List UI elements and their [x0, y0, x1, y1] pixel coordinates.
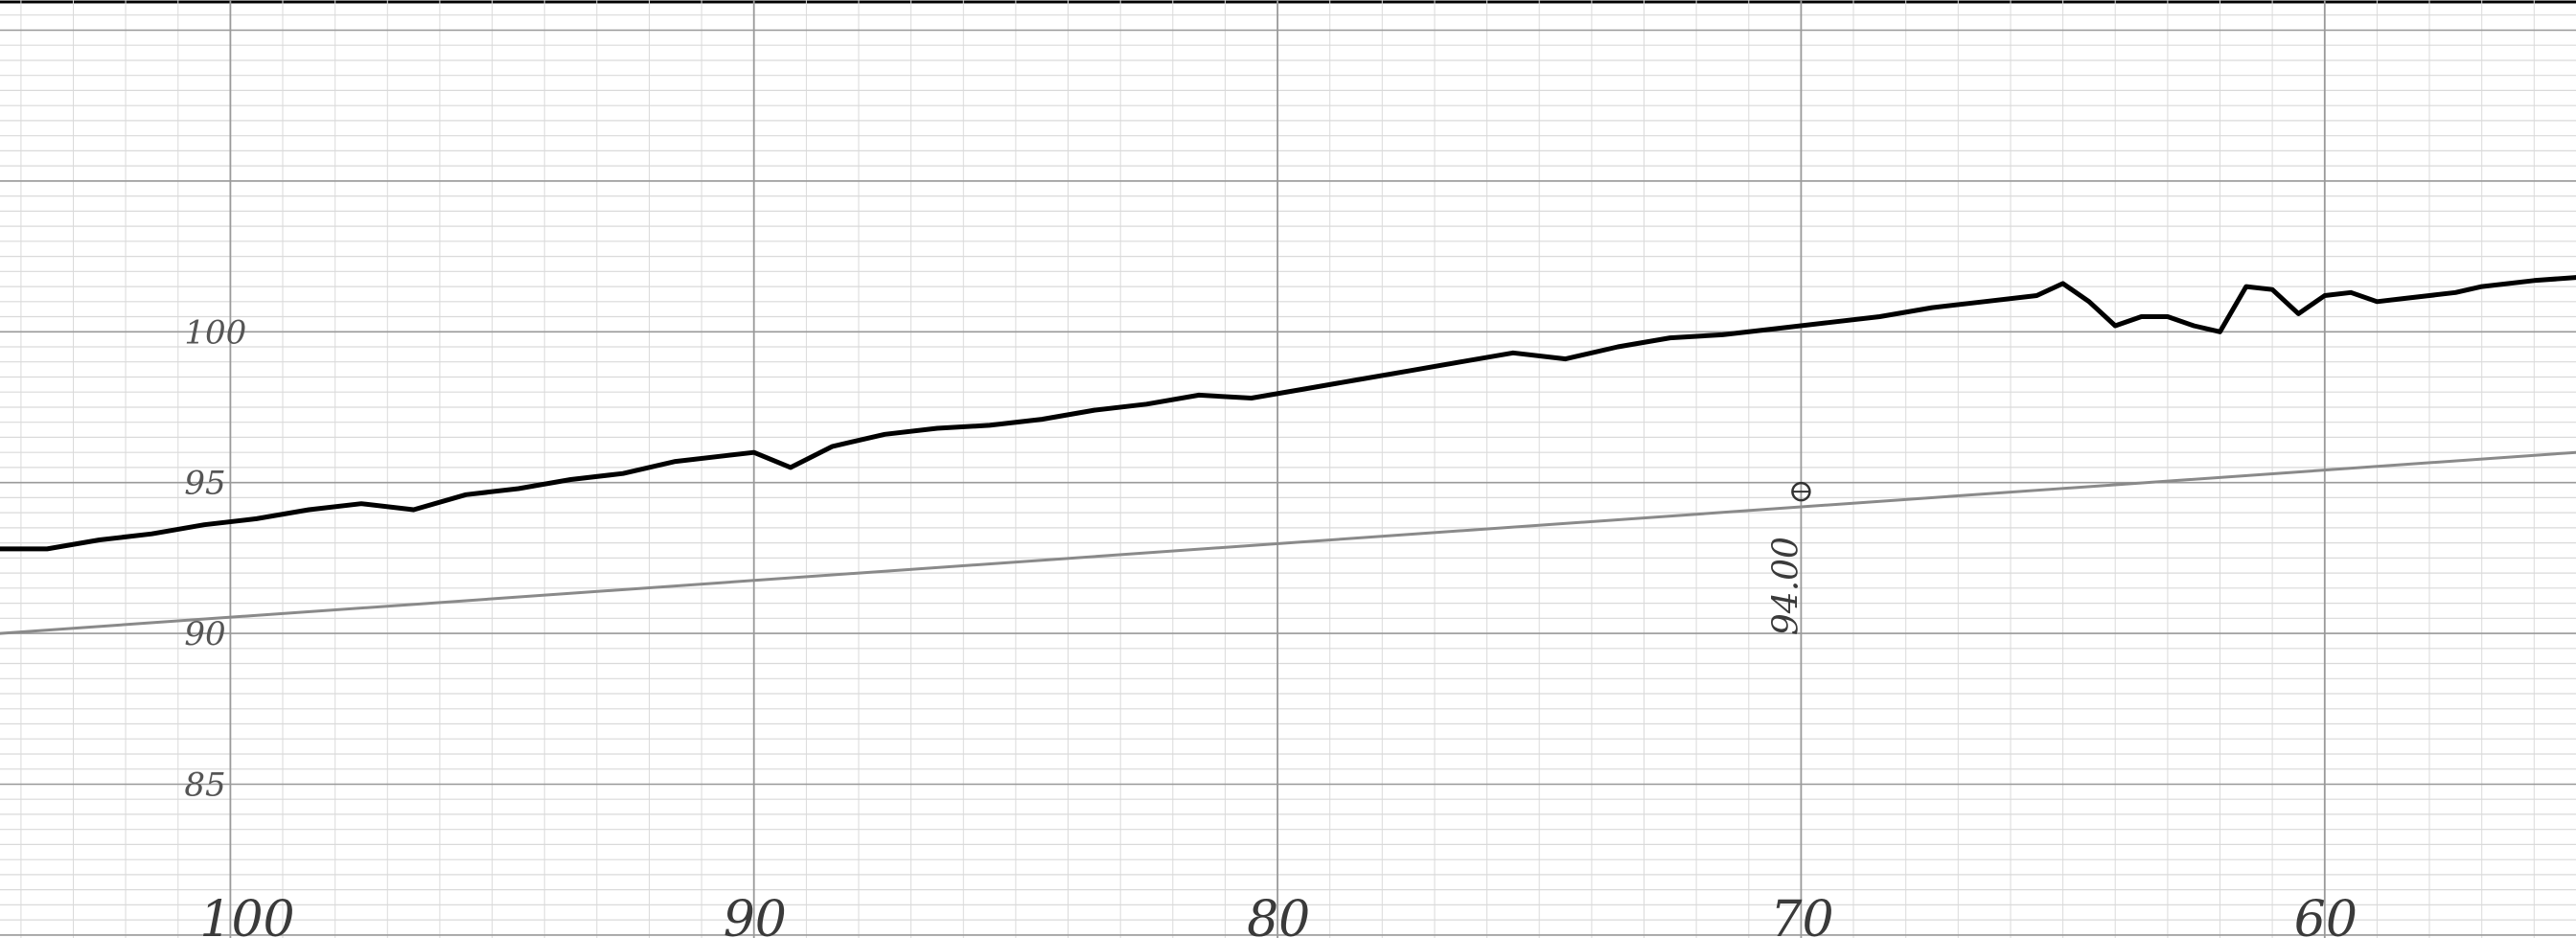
y-tick-label: 100: [184, 313, 246, 352]
x-tick-label: 60: [2294, 891, 2358, 938]
benchmark-elevation-note: 94.00: [1766, 537, 1806, 635]
x-tick-label: 90: [724, 891, 787, 938]
series-layer: [0, 275, 2576, 635]
x-tick-label: 80: [1247, 891, 1310, 938]
y-tick-labels: 100 95 90 85: [184, 313, 246, 804]
reference-line: [0, 450, 2576, 635]
x-tick-label: 100: [199, 891, 294, 938]
y-tick-label: 90: [184, 615, 225, 653]
y-tick-label: 95: [184, 465, 225, 503]
y-tick-label: 85: [184, 766, 225, 804]
annotations: 94.00: [1766, 481, 1811, 635]
profile-line: [0, 275, 2576, 552]
x-tick-label: 70: [1770, 891, 1833, 938]
x-tick-labels: 100 90 80 70 60: [199, 891, 2358, 938]
